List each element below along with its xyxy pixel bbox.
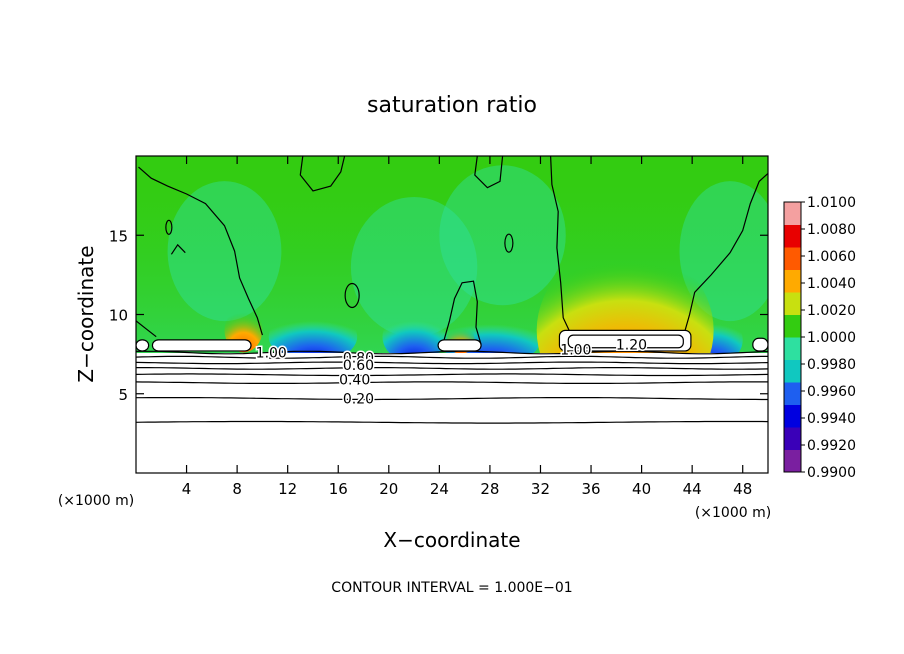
contour-interval-note: CONTOUR INTERVAL = 1.000E−01 xyxy=(331,580,572,596)
x-tick-label: 44 xyxy=(683,480,702,498)
colorbar-swatch xyxy=(784,224,801,248)
colorbar-label: 0.9960 xyxy=(807,384,856,400)
x-tick-label: 12 xyxy=(278,480,297,498)
x-tick-label: 8 xyxy=(232,480,242,498)
colorbar-swatch xyxy=(784,269,801,293)
subsaturated-blob xyxy=(382,310,446,363)
colorbar-swatch xyxy=(784,404,801,428)
contour-labels: 1.00 0.800.600.40 0.20 1.00 1.20 xyxy=(254,336,648,409)
x-tick-label: 32 xyxy=(531,480,550,498)
x-tick-label: 4 xyxy=(182,480,192,498)
unity-contour xyxy=(550,156,573,337)
colorbar-label: 0.9940 xyxy=(807,411,856,427)
contour-line xyxy=(136,361,768,365)
unity-contour xyxy=(299,156,346,192)
cloud-base-region xyxy=(437,339,482,352)
contour-label: 0.40 xyxy=(339,372,370,388)
colorbar-swatch xyxy=(784,337,801,360)
chart-title: saturation ratio xyxy=(367,93,537,118)
x-tick-label: 40 xyxy=(632,480,651,498)
contour-line xyxy=(136,381,768,384)
x-tick-label: 36 xyxy=(581,480,600,498)
colorbar-label: 1.0000 xyxy=(807,330,856,346)
y-tick-label: 5 xyxy=(118,386,128,404)
cool-shade-blob xyxy=(679,181,768,322)
contour-line xyxy=(136,355,768,359)
unity-contour xyxy=(170,243,186,255)
cool-shade-blob xyxy=(350,196,478,337)
x-tick-label: 16 xyxy=(329,480,348,498)
x-unit-label-left: (×1000 m) xyxy=(58,493,134,509)
y-tick-label: 10 xyxy=(109,307,128,325)
x-tick-label: 28 xyxy=(480,480,499,498)
colorbar-swatch xyxy=(784,202,801,225)
colorbar-swatch xyxy=(784,314,801,338)
colorbar: 1.0100 1.0080 1.0060 1.0040 1.0020 1.0000 0.99… xyxy=(783,195,856,481)
colorbar-swatch xyxy=(784,449,801,473)
contour-line xyxy=(136,373,768,377)
contour-label: 1.00 xyxy=(560,342,591,358)
colorbar-label: 1.0060 xyxy=(807,249,856,265)
unity-contour-loop xyxy=(165,219,173,235)
y-axis-label: Z−coordinate xyxy=(74,245,98,382)
unity-contour xyxy=(474,156,504,189)
contour-label: 1.00 xyxy=(256,346,287,362)
contour-lines xyxy=(136,156,768,424)
cloud-base-region xyxy=(752,337,768,352)
colorbar-label: 0.9900 xyxy=(807,465,856,481)
x-unit-label-right: (×1000 m) xyxy=(695,505,771,521)
colorbar-swatch xyxy=(784,382,801,405)
contour-line xyxy=(136,367,768,370)
unity-contour-loop xyxy=(344,282,360,309)
cloud-base-regions xyxy=(136,329,768,352)
unity-contour-loop xyxy=(504,233,514,253)
contour-line xyxy=(136,397,768,401)
stable-layer xyxy=(136,353,768,473)
colorbar-label: 0.9920 xyxy=(807,438,856,454)
contour-label: 0.80 xyxy=(343,350,374,366)
contour-label: 0.20 xyxy=(343,392,374,408)
x-axis: 4 8 12 16 20 24 28 32 36 40 44 48 xyxy=(182,156,752,498)
cloud-base-region xyxy=(136,339,150,352)
plot-area: 1.00 0.800.600.40 0.20 1.00 1.20 xyxy=(136,156,768,473)
y-axis: 5 10 15 xyxy=(109,227,768,404)
unity-contour xyxy=(682,172,768,337)
unity-contour xyxy=(138,166,263,336)
x-axis-label: X−coordinate xyxy=(383,528,520,552)
colorbar-swatch xyxy=(784,292,801,315)
subsaturated-blob xyxy=(268,310,358,363)
unity-contour xyxy=(442,280,482,345)
colorbar-label: 0.9980 xyxy=(807,357,856,373)
contour-line xyxy=(136,420,768,424)
colorbar-swatch xyxy=(784,427,801,450)
cloud-base-region xyxy=(151,339,252,352)
x-tick-label: 48 xyxy=(733,480,752,498)
colorbar-label: 1.0100 xyxy=(807,195,856,211)
colorbar-label: 1.0040 xyxy=(807,276,856,292)
x-tick-label: 20 xyxy=(379,480,398,498)
cool-shade-blob xyxy=(167,181,282,322)
cloud-base-inner-contour xyxy=(567,334,684,349)
contour-label: 0.60 xyxy=(343,358,374,374)
cool-shade-blob xyxy=(439,165,566,306)
contour-label: 1.20 xyxy=(616,338,647,354)
colorbar-label: 1.0020 xyxy=(807,303,856,319)
colorbar-swatch xyxy=(784,359,801,383)
x-tick-label: 24 xyxy=(430,480,449,498)
colorbar-swatch xyxy=(784,247,801,270)
unity-contour xyxy=(136,320,157,338)
y-tick-label: 15 xyxy=(109,227,128,245)
colorbar-label: 1.0080 xyxy=(807,222,856,238)
